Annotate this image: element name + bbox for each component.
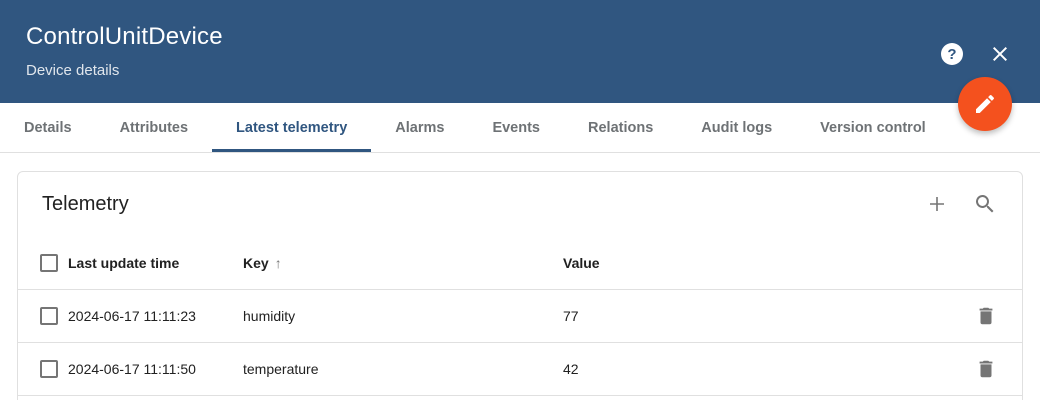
row-checkbox-cell xyxy=(18,306,68,326)
device-tabs: Details Attributes Latest telemetry Alar… xyxy=(0,103,1040,153)
close-button[interactable] xyxy=(988,42,1012,66)
telemetry-card: Telemetry Last update xyxy=(17,171,1023,400)
cell-key: temperature xyxy=(243,361,319,377)
tab-relations[interactable]: Relations xyxy=(564,103,677,152)
telemetry-table-header: Last update time Key ↑ Value xyxy=(18,237,1022,290)
telemetry-card-header: Telemetry xyxy=(18,172,1022,237)
edit-fab-button[interactable] xyxy=(958,77,1012,131)
edit-pencil-icon xyxy=(973,92,997,116)
dialog-header: ControlUnitDevice Device details ? xyxy=(0,0,1040,103)
delete-row-button[interactable] xyxy=(974,304,998,328)
tab-events[interactable]: Events xyxy=(468,103,564,152)
device-title: ControlUnitDevice xyxy=(26,23,223,50)
tab-latest-telemetry[interactable]: Latest telemetry xyxy=(212,103,372,152)
tab-alarms[interactable]: Alarms xyxy=(371,103,468,152)
cell-actions xyxy=(950,304,1022,328)
cell-value: 77 xyxy=(563,308,579,324)
tab-attributes[interactable]: Attributes xyxy=(96,103,212,152)
plus-icon xyxy=(925,192,949,216)
table-row-humidity[interactable]: 2024-06-17 11:11:23 humidity 77 xyxy=(18,290,1022,343)
row-checkbox-cell xyxy=(18,359,68,379)
search-telemetry-button[interactable] xyxy=(973,192,997,216)
delete-row-button[interactable] xyxy=(974,357,998,381)
select-all-checkbox[interactable] xyxy=(40,253,58,272)
row-checkbox[interactable] xyxy=(40,306,58,325)
cell-value: 42 xyxy=(563,361,579,377)
cell-key: humidity xyxy=(243,308,296,324)
tab-audit-logs[interactable]: Audit logs xyxy=(677,103,796,152)
cell-last-update-time: 2024-06-17 11:11:50 xyxy=(68,361,196,377)
sort-asc-arrow-icon: ↑ xyxy=(274,255,282,271)
tab-version-control[interactable]: Version control xyxy=(796,103,950,152)
dialog-subtitle: Device details xyxy=(26,62,120,79)
cell-actions xyxy=(950,357,1022,381)
cell-last-update-time: 2024-06-17 11:11:23 xyxy=(68,308,196,324)
column-key[interactable]: Key ↑ xyxy=(243,255,563,271)
help-icon: ? xyxy=(947,45,957,63)
tab-details[interactable]: Details xyxy=(0,103,96,152)
column-last-update-time[interactable]: Last update time xyxy=(68,255,180,271)
search-icon xyxy=(973,192,997,216)
help-button[interactable]: ? xyxy=(941,43,963,65)
table-row-temperature[interactable]: 2024-06-17 11:11:50 temperature 42 xyxy=(18,343,1022,396)
column-value[interactable]: Value xyxy=(563,255,600,271)
trash-icon xyxy=(975,358,997,380)
add-telemetry-button[interactable] xyxy=(925,192,949,216)
column-key-label: Key xyxy=(243,255,269,271)
close-icon xyxy=(988,42,1012,66)
header-checkbox-cell xyxy=(18,253,68,273)
row-checkbox[interactable] xyxy=(40,359,58,378)
telemetry-title: Telemetry xyxy=(42,193,129,215)
trash-icon xyxy=(975,305,997,327)
